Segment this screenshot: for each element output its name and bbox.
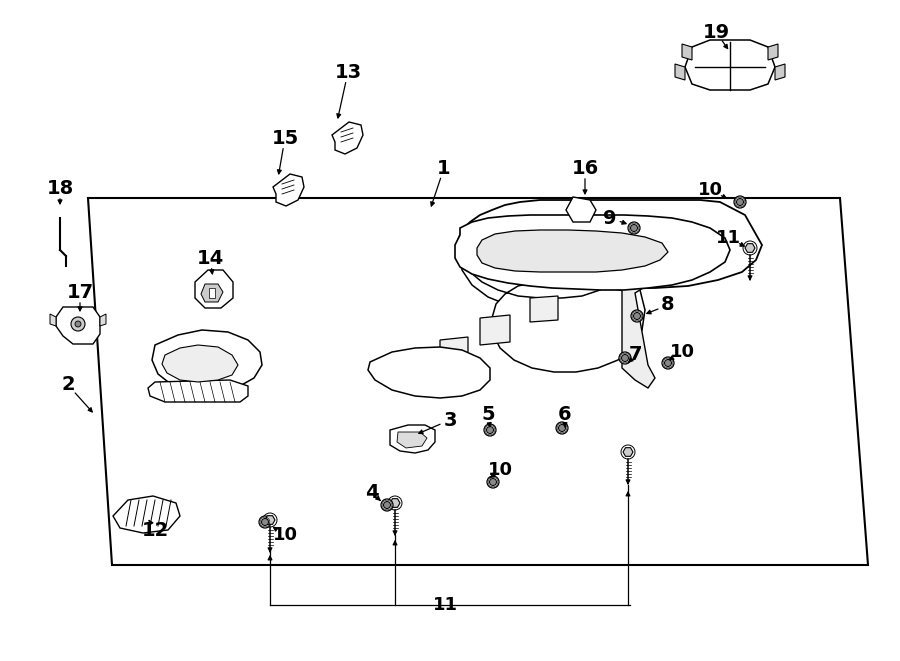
Circle shape xyxy=(383,502,391,508)
Text: 5: 5 xyxy=(482,405,495,424)
Polygon shape xyxy=(201,284,223,302)
Polygon shape xyxy=(195,270,233,308)
Polygon shape xyxy=(622,258,655,388)
Circle shape xyxy=(263,513,277,527)
Circle shape xyxy=(71,317,85,331)
Polygon shape xyxy=(113,496,180,533)
Polygon shape xyxy=(675,64,685,80)
Polygon shape xyxy=(332,122,363,154)
Polygon shape xyxy=(480,315,510,345)
Circle shape xyxy=(556,422,568,434)
Circle shape xyxy=(487,476,499,488)
Circle shape xyxy=(484,424,496,436)
Text: 14: 14 xyxy=(196,249,223,268)
Circle shape xyxy=(559,424,565,432)
Polygon shape xyxy=(745,244,755,253)
Text: 11: 11 xyxy=(716,229,741,247)
Text: 10: 10 xyxy=(698,181,723,199)
Polygon shape xyxy=(152,330,262,392)
Polygon shape xyxy=(162,345,238,382)
Polygon shape xyxy=(458,200,762,288)
Circle shape xyxy=(631,310,643,322)
Polygon shape xyxy=(368,347,490,398)
Polygon shape xyxy=(623,447,633,456)
Text: 15: 15 xyxy=(272,128,299,147)
Text: 18: 18 xyxy=(47,178,74,198)
Text: 7: 7 xyxy=(629,346,643,364)
Polygon shape xyxy=(209,288,215,298)
Polygon shape xyxy=(440,337,468,365)
Polygon shape xyxy=(390,498,400,508)
Circle shape xyxy=(619,352,631,364)
Text: 6: 6 xyxy=(558,405,572,424)
Circle shape xyxy=(662,357,674,369)
Text: 9: 9 xyxy=(603,208,616,227)
Polygon shape xyxy=(530,296,558,322)
Text: 11: 11 xyxy=(433,596,457,614)
Polygon shape xyxy=(265,516,275,524)
Text: 4: 4 xyxy=(365,483,379,502)
Text: 10: 10 xyxy=(273,526,298,544)
Polygon shape xyxy=(768,44,778,60)
Polygon shape xyxy=(458,250,640,368)
Polygon shape xyxy=(685,40,775,90)
Polygon shape xyxy=(397,432,427,448)
Circle shape xyxy=(75,321,81,327)
Circle shape xyxy=(628,222,640,234)
Circle shape xyxy=(736,198,743,206)
Circle shape xyxy=(622,354,628,362)
Polygon shape xyxy=(273,174,304,206)
Polygon shape xyxy=(390,425,435,453)
Polygon shape xyxy=(100,314,106,326)
Polygon shape xyxy=(148,380,248,402)
Polygon shape xyxy=(462,260,645,372)
Text: 3: 3 xyxy=(443,410,456,430)
Text: 13: 13 xyxy=(335,63,362,81)
Text: 16: 16 xyxy=(572,159,598,178)
Circle shape xyxy=(388,496,402,510)
Circle shape xyxy=(621,445,635,459)
Circle shape xyxy=(487,426,493,434)
Circle shape xyxy=(259,516,271,528)
Text: 10: 10 xyxy=(488,461,512,479)
Circle shape xyxy=(664,360,671,366)
Text: 1: 1 xyxy=(437,159,451,178)
Circle shape xyxy=(631,225,637,231)
Text: 19: 19 xyxy=(702,22,730,42)
Polygon shape xyxy=(455,215,730,290)
Circle shape xyxy=(743,241,757,255)
Polygon shape xyxy=(775,64,785,80)
Polygon shape xyxy=(50,314,56,326)
Circle shape xyxy=(490,479,497,485)
Polygon shape xyxy=(566,197,596,222)
Polygon shape xyxy=(56,307,100,344)
Text: 17: 17 xyxy=(67,282,94,301)
Text: 8: 8 xyxy=(662,295,675,315)
Circle shape xyxy=(734,196,746,208)
Text: 2: 2 xyxy=(61,375,75,395)
Text: 12: 12 xyxy=(141,520,168,539)
Text: 10: 10 xyxy=(670,343,695,361)
Circle shape xyxy=(634,313,641,319)
Polygon shape xyxy=(477,230,668,272)
Circle shape xyxy=(262,518,268,525)
Circle shape xyxy=(381,499,393,511)
Polygon shape xyxy=(88,198,868,565)
Polygon shape xyxy=(682,44,692,60)
